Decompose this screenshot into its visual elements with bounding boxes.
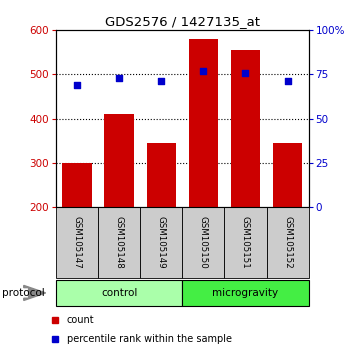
FancyBboxPatch shape	[98, 207, 140, 278]
Text: GSM105148: GSM105148	[115, 216, 123, 269]
FancyBboxPatch shape	[182, 207, 225, 278]
FancyBboxPatch shape	[140, 207, 182, 278]
Text: control: control	[101, 288, 137, 298]
FancyBboxPatch shape	[56, 207, 98, 278]
FancyBboxPatch shape	[182, 280, 309, 306]
Point	[243, 70, 248, 75]
FancyArrow shape	[24, 285, 46, 301]
FancyBboxPatch shape	[266, 207, 309, 278]
Point	[74, 82, 80, 88]
Point	[158, 79, 164, 84]
Text: GSM105151: GSM105151	[241, 216, 250, 269]
Point	[116, 75, 122, 81]
Bar	[62, 163, 92, 207]
Text: protocol: protocol	[2, 288, 44, 298]
Text: GSM105147: GSM105147	[73, 216, 82, 269]
Bar	[147, 143, 176, 207]
Text: GSM105150: GSM105150	[199, 216, 208, 269]
FancyBboxPatch shape	[56, 280, 182, 306]
Text: GSM105149: GSM105149	[157, 216, 166, 269]
Bar	[104, 114, 134, 207]
Title: GDS2576 / 1427135_at: GDS2576 / 1427135_at	[105, 15, 260, 28]
Point	[200, 68, 206, 74]
Bar	[231, 50, 260, 207]
Text: percentile rank within the sample: percentile rank within the sample	[67, 333, 232, 344]
Text: microgravity: microgravity	[212, 288, 279, 298]
Text: GSM105152: GSM105152	[283, 216, 292, 269]
Point	[285, 79, 291, 84]
Bar	[188, 39, 218, 207]
Bar	[273, 143, 302, 207]
Text: count: count	[67, 315, 95, 325]
FancyBboxPatch shape	[225, 207, 266, 278]
